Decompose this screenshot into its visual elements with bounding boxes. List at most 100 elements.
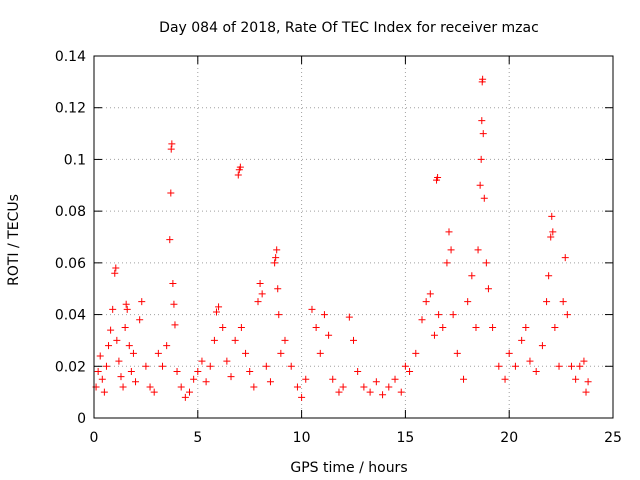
data-point: [136, 316, 144, 324]
x-axis-label: GPS time / hours: [290, 460, 407, 476]
data-point: [391, 375, 399, 383]
data-point: [551, 324, 559, 331]
data-point: [312, 324, 320, 331]
y-tick-label: 0.02: [55, 359, 86, 375]
data-point: [549, 228, 557, 236]
data-point: [168, 140, 176, 148]
data-point: [418, 316, 426, 324]
data-point: [495, 362, 503, 370]
data-point: [202, 378, 210, 386]
data-point: [212, 308, 220, 316]
data-point: [582, 388, 590, 396]
data-point: [476, 181, 484, 189]
grid: [94, 56, 613, 418]
data-point: [538, 342, 546, 350]
data-point: [484, 285, 492, 293]
data-point: [123, 305, 131, 313]
data-point: [479, 130, 487, 138]
data-point: [545, 272, 553, 280]
data-point: [258, 290, 266, 298]
data-point: [439, 324, 447, 331]
data-point: [445, 228, 453, 236]
x-tick-label: 5: [193, 430, 202, 446]
data-point: [474, 246, 482, 254]
y-tick-label: 0.04: [55, 308, 86, 324]
data-point: [449, 311, 457, 319]
data-point: [206, 362, 214, 370]
data-point: [385, 383, 393, 391]
data-point: [198, 357, 206, 365]
data-point: [262, 362, 270, 370]
data-point: [548, 212, 556, 220]
data-point: [177, 383, 185, 391]
data-point: [302, 375, 310, 383]
data-point: [308, 305, 316, 313]
data-point: [210, 336, 218, 344]
data-point: [584, 378, 592, 386]
data-point: [372, 378, 380, 386]
x-tick-label: 25: [604, 430, 622, 446]
data-point: [234, 171, 242, 179]
data-point: [572, 375, 580, 383]
data-point: [561, 254, 569, 262]
data-point: [460, 375, 468, 383]
data-point: [397, 388, 405, 396]
x-tick-label: 20: [500, 430, 518, 446]
data-point: [335, 388, 343, 396]
data-point: [277, 349, 285, 357]
data-point: [406, 367, 414, 375]
data-point: [171, 321, 179, 329]
data-point: [190, 375, 198, 383]
data-point: [150, 388, 158, 396]
data-point: [422, 298, 430, 306]
data-point: [559, 298, 567, 306]
data-point: [293, 383, 301, 391]
plot-frame: [93, 55, 614, 419]
data-point: [223, 357, 231, 365]
data-point: [480, 194, 488, 202]
data-point: [472, 324, 480, 331]
data-point: [325, 331, 333, 339]
data-point: [329, 375, 337, 383]
data-point: [111, 269, 119, 277]
data-point: [426, 290, 434, 298]
x-tick-label: 0: [90, 430, 99, 446]
data-point: [543, 298, 551, 306]
data-point: [271, 259, 279, 267]
axis-ticks: [93, 55, 614, 419]
data-point: [555, 362, 563, 370]
data-point: [127, 367, 135, 375]
data-point: [447, 246, 455, 254]
data-points: [92, 75, 592, 401]
data-point: [281, 336, 289, 344]
data-point: [576, 362, 584, 370]
data-point: [320, 311, 328, 319]
data-point: [412, 349, 420, 357]
data-point: [166, 236, 174, 244]
data-point: [401, 362, 409, 370]
y-tick-label: 0.1: [64, 152, 86, 168]
data-point: [273, 246, 281, 254]
data-point: [505, 349, 513, 357]
data-point: [443, 259, 451, 267]
y-tick-label: 0.14: [55, 49, 86, 65]
data-point: [100, 388, 108, 396]
x-tick-label: 15: [396, 430, 414, 446]
data-point: [298, 393, 306, 401]
y-tick-label: 0.12: [55, 101, 86, 117]
data-point: [275, 311, 283, 319]
data-point: [563, 311, 571, 319]
data-point: [98, 375, 106, 383]
data-point: [453, 349, 461, 357]
data-point: [167, 189, 175, 197]
data-point: [526, 357, 534, 365]
data-point: [482, 259, 490, 267]
y-axis-label: ROTI / TECUs: [6, 194, 22, 286]
data-point: [366, 388, 374, 396]
data-point: [122, 300, 130, 308]
data-point: [236, 163, 244, 171]
data-point: [109, 305, 117, 313]
data-point: [511, 362, 519, 370]
y-tick-label: 0.08: [55, 204, 86, 220]
